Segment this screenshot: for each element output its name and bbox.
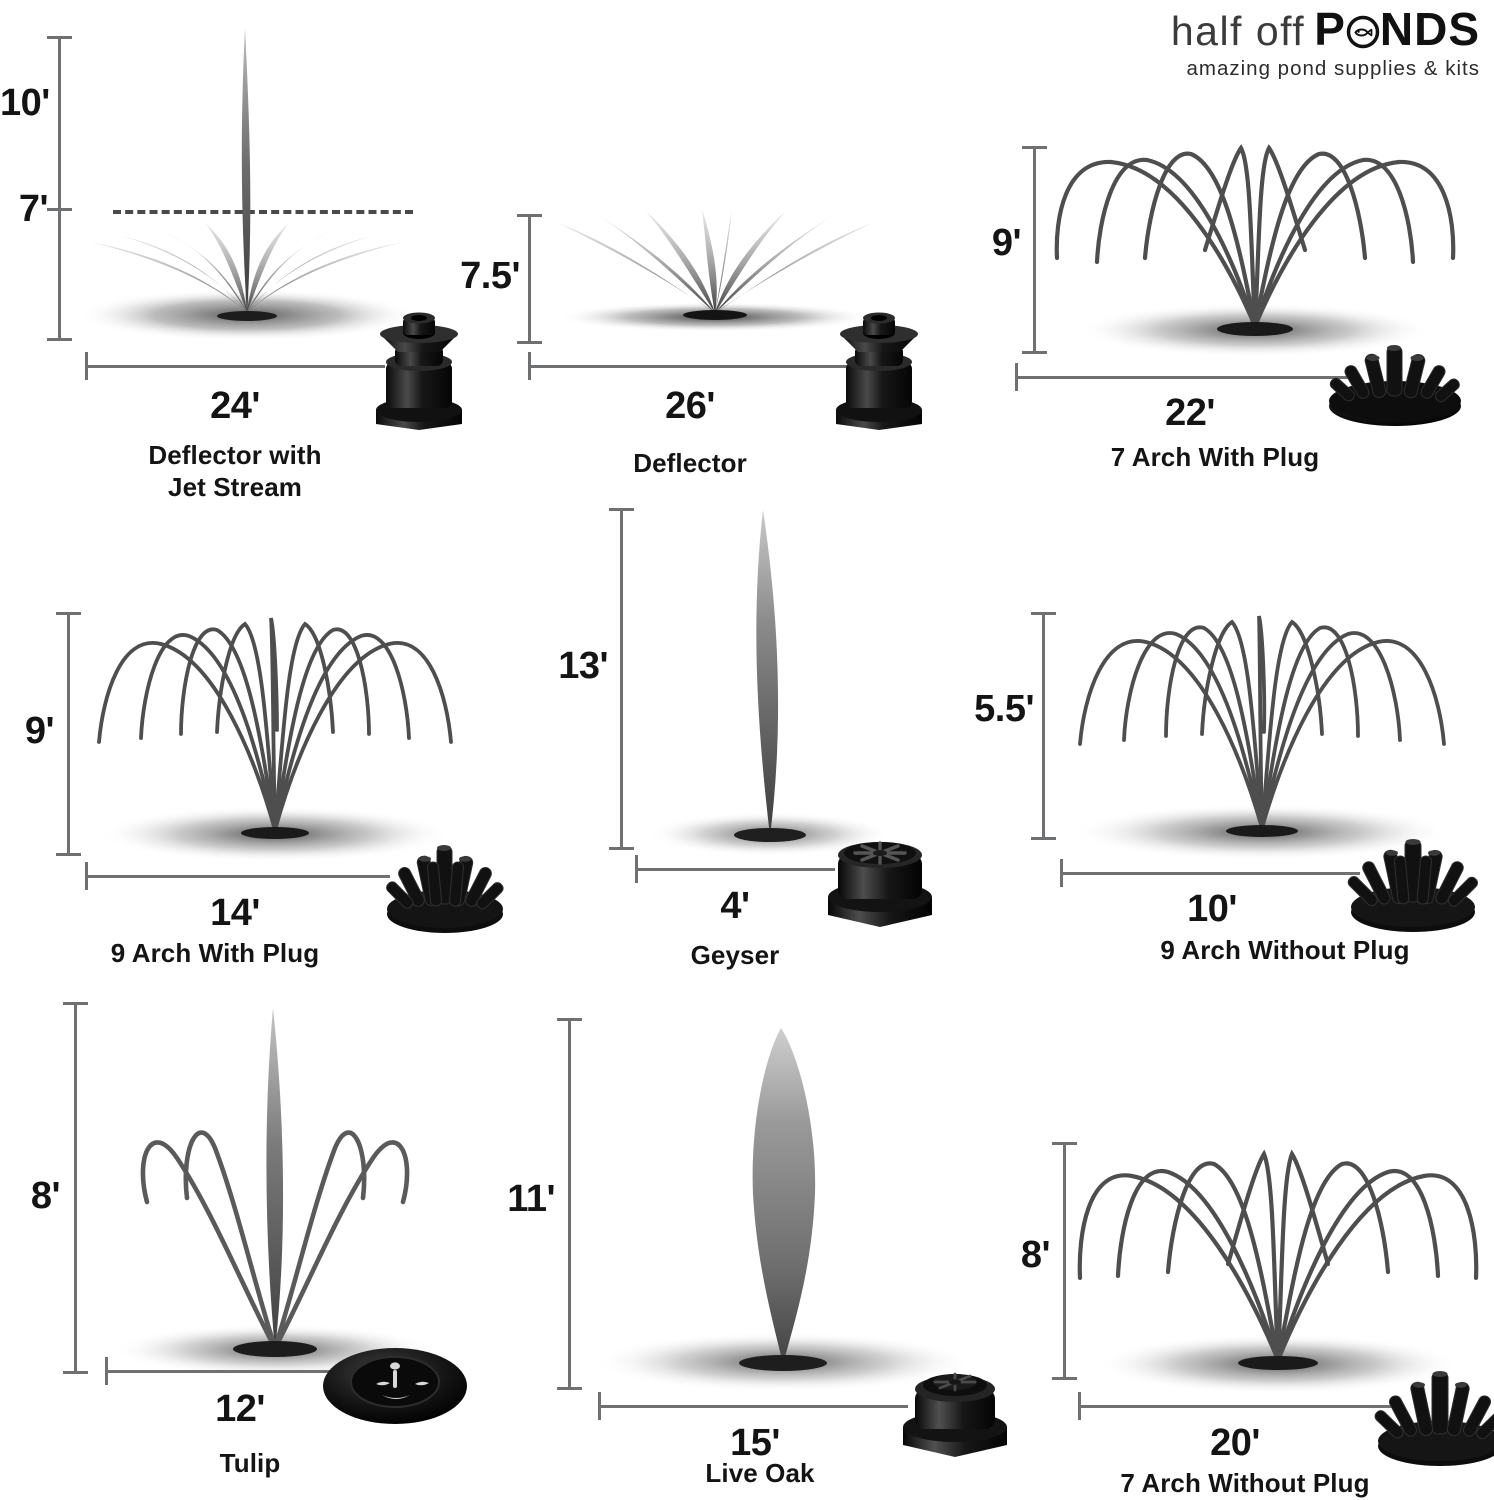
width-label-14ft: 14' [210, 892, 260, 934]
height-dimension-line [56, 612, 81, 856]
height-dimension-line [1052, 1142, 1077, 1380]
height-label-9ft: 9' [991, 222, 1022, 264]
panel-deflector-jet-stream: 10' 7' [0, 0, 480, 502]
panel-caption: Deflector with Jet Stream [148, 440, 322, 502]
height-label-8ft: 8' [1020, 1234, 1051, 1276]
geyser-spray-icon [630, 504, 930, 859]
arch-nozzle-without-plug-icon [1347, 828, 1478, 938]
width-label-26ft: 26' [665, 385, 715, 427]
width-dimension-line [1015, 363, 1360, 391]
fish-in-o-icon [1346, 15, 1380, 49]
panel-caption: Tulip [219, 1448, 281, 1478]
live-oak-nozzle-icon [895, 1355, 1015, 1465]
tulip-nozzle-icon [320, 1328, 470, 1438]
panel-seven-arch-without-plug: 8' 20' [990, 1100, 1494, 1500]
panel-caption: 9 Arch With Plug [110, 938, 320, 968]
panel-caption: 7 Arch Without Plug [1120, 1468, 1370, 1498]
width-dimension-line [1078, 1392, 1403, 1420]
height-label-13ft: 13' [558, 645, 608, 687]
arch-nozzle-with-plug-icon [385, 838, 505, 938]
panel-nine-arch-without-plug: 5.5' [974, 590, 1494, 1000]
panel-caption: Geyser [690, 940, 780, 970]
seven-arch-wide-spray-icon [1077, 1126, 1479, 1394]
height-label-10ft: 10' [0, 82, 50, 124]
panel-geyser: 13' 4' [520, 490, 960, 980]
panel-caption: Deflector [633, 448, 747, 478]
nine-arch-narrow-spray-icon [1062, 608, 1462, 860]
arch-nozzle-with-plug-icon [1325, 340, 1465, 430]
width-dimension-line [598, 1392, 908, 1420]
height-label-5-5ft: 5.5' [974, 688, 1034, 730]
panel-deflector: 7.5' [460, 0, 940, 500]
height-dimension-line [63, 1002, 88, 1374]
height-dimension-tick-7ft [47, 208, 72, 211]
panel-nine-arch-with-plug: 9' [0, 580, 504, 1000]
width-dimension-line [1060, 859, 1360, 887]
deflector-nozzle-icon [830, 300, 928, 430]
height-label-8ft: 8' [30, 1175, 61, 1217]
nine-arch-spray-icon [85, 608, 465, 863]
width-dimension-line [635, 855, 835, 883]
width-label-24ft: 24' [210, 385, 260, 427]
deflector-spray-icon [550, 205, 880, 335]
deflector-nozzle-icon [370, 300, 468, 430]
height-dimension-line [1031, 612, 1056, 840]
width-label-4ft: 4' [720, 885, 750, 927]
height-label-7-5ft: 7.5' [460, 255, 520, 297]
live-oak-spray-icon [585, 1014, 975, 1394]
seven-arch-spray-icon [1054, 140, 1456, 357]
width-dimension-line [105, 1357, 355, 1385]
brand-tagline: amazing pond supplies & kits [1186, 57, 1480, 80]
brand-name-ponds: P NDS [1314, 3, 1480, 55]
height-dimension-line [557, 1018, 582, 1390]
jet-stream-deflector-spray-icon [60, 20, 430, 350]
geyser-nozzle-icon [820, 823, 940, 933]
width-dimension-line [85, 862, 390, 890]
panel-live-oak: 11' 15' [480, 1000, 1007, 1500]
arch-nozzle-without-plug-icon [1374, 1362, 1494, 1472]
width-label-15ft: 15' [730, 1422, 780, 1464]
width-dimension-line [85, 352, 385, 380]
width-dimension-line [528, 352, 848, 380]
height-dimension-line [1022, 146, 1047, 354]
height-dimension-line [47, 36, 72, 341]
height-label-9ft: 9' [24, 710, 55, 752]
panel-caption: Live Oak [705, 1458, 815, 1488]
panel-tulip: 8' [0, 970, 500, 1500]
panel-caption: 9 Arch Without Plug [1160, 935, 1410, 965]
width-label-20ft: 20' [1210, 1422, 1260, 1464]
height-label-7ft: 7' [18, 188, 49, 230]
panel-caption: 7 Arch With Plug [1110, 442, 1320, 472]
height-label-11ft: 11' [507, 1178, 555, 1220]
tulip-spray-icon [95, 992, 455, 1382]
panel-seven-arch-with-plug: 9' 22' [960, 0, 1494, 500]
brand-name: half off P NDS [1171, 6, 1480, 52]
width-label-10ft: 10' [1187, 888, 1237, 930]
height-dimension-line [517, 214, 542, 344]
width-label-12ft: 12' [215, 1388, 265, 1430]
height-dimension-line [609, 508, 634, 850]
brand-name-half-off: half off [1170, 8, 1306, 54]
brand-logo: half off P NDS amazing pond supplies & ki… [1171, 6, 1480, 80]
jet-reference-dashed-line [113, 210, 413, 214]
width-label-22ft: 22' [1165, 392, 1215, 434]
